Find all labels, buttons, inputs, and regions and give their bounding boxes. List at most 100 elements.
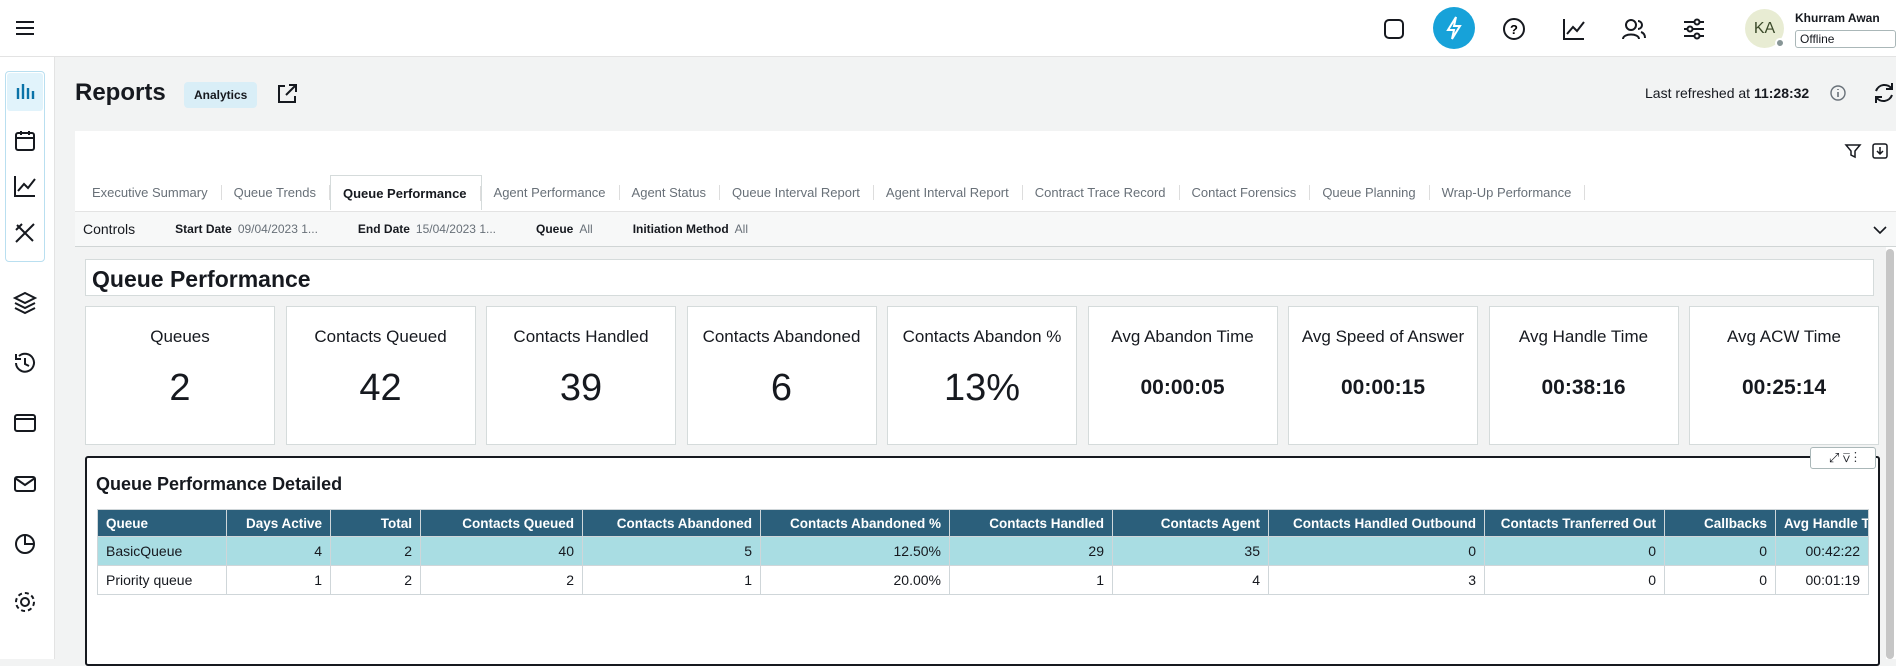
nav-history[interactable]: [12, 350, 38, 376]
tab[interactable]: Queue Planning: [1310, 175, 1429, 210]
filter[interactable]: End Date15/04/2023 1...: [358, 222, 496, 236]
kpi-value: 00:38:16: [1490, 363, 1678, 413]
table-cell: 3: [1269, 566, 1485, 595]
table-cell: Priority queue: [98, 566, 227, 595]
section-title: Queue Performance: [85, 259, 1874, 296]
filter[interactable]: Start Date 09/04/2023 1...: [175, 222, 318, 236]
info-icon[interactable]: [1829, 84, 1847, 102]
collapse-toggle[interactable]: [1872, 223, 1888, 237]
table-cell: BasicQueue: [98, 537, 227, 566]
kpi-value: 2: [86, 363, 274, 413]
tab[interactable]: Contact Forensics: [1180, 175, 1311, 210]
kpi-value: 13%: [888, 363, 1076, 413]
nav-layers[interactable]: [12, 289, 38, 315]
column-header[interactable]: Avg Handle Time: [1776, 510, 1869, 537]
tab[interactable]: Queue Trends: [222, 175, 330, 210]
user-name: Khurram Awan: [1795, 11, 1880, 25]
status-dot: [1775, 38, 1785, 48]
help-icon[interactable]: ?: [1501, 16, 1527, 42]
download-icon[interactable]: [1871, 142, 1889, 160]
column-header[interactable]: Callbacks: [1665, 510, 1776, 537]
kpi-label: Avg Abandon Time: [1089, 327, 1277, 347]
table-cell: 1: [227, 566, 331, 595]
svg-text:?: ?: [1510, 22, 1518, 37]
table-cell: 00:42:22: [1776, 537, 1869, 566]
data-table: QueueDays ActiveTotalContacts QueuedCont…: [97, 509, 1869, 595]
kpi-label: Contacts Abandoned: [688, 327, 876, 347]
tab[interactable]: Executive Summary: [80, 175, 222, 210]
tab[interactable]: Queue Interval Report: [720, 175, 874, 210]
nav-settings[interactable]: [12, 589, 38, 615]
contacts-icon[interactable]: [1621, 16, 1647, 42]
nav-reports[interactable]: [12, 79, 38, 105]
controls-bar: Controls Start Date09/04/2023 1...End Da…: [75, 211, 1896, 247]
filter-value: All: [735, 222, 748, 236]
nav-trends[interactable]: [12, 173, 38, 199]
column-header[interactable]: Contacts Handled Outbound: [1269, 510, 1485, 537]
filter[interactable]: Initiation MethodAll: [633, 222, 748, 236]
tab[interactable]: Contract Trace Record: [1023, 175, 1180, 210]
sidebar: [0, 57, 55, 659]
nav-mail[interactable]: [12, 471, 38, 497]
table-cell: 00:01:19: [1776, 566, 1869, 595]
table-cell: 1: [950, 566, 1113, 595]
kpi-value: 00:00:05: [1089, 363, 1277, 413]
refresh-button[interactable]: [1872, 80, 1896, 106]
table-cell: 0: [1665, 566, 1776, 595]
kpi-label: Contacts Abandon %: [888, 327, 1076, 347]
column-header[interactable]: Contacts Tranferred Out: [1485, 510, 1665, 537]
table-cell: 4: [227, 537, 331, 566]
table-cell: 29: [950, 537, 1113, 566]
tab[interactable]: Wrap-Up Performance: [1430, 175, 1586, 210]
menu-button[interactable]: [12, 15, 38, 41]
table-cell: 1: [583, 566, 761, 595]
scrollbar: [1886, 249, 1894, 659]
nav-window[interactable]: [12, 410, 38, 436]
panel-toolbar[interactable]: ⤢ ⊽ ⋮: [1810, 447, 1876, 469]
filter-label: Start Date: [175, 222, 232, 236]
column-header[interactable]: Contacts Agent: [1113, 510, 1269, 537]
table-title: Queue Performance Detailed: [96, 474, 342, 495]
kpi-card: Contacts Queued42: [286, 306, 476, 445]
filter-icon[interactable]: [1844, 142, 1862, 160]
column-header[interactable]: Queue: [98, 510, 227, 537]
quick-connect[interactable]: [1433, 7, 1475, 49]
notes-icon[interactable]: [1381, 16, 1407, 42]
metrics-icon[interactable]: [1561, 16, 1587, 42]
filter-label: Queue: [536, 222, 573, 236]
filter-value: All: [579, 222, 592, 236]
nav-calendar[interactable]: [12, 128, 38, 154]
nav-tools[interactable]: [12, 220, 38, 246]
table-cell: 2: [331, 566, 421, 595]
status-select[interactable]: Offline: [1795, 30, 1896, 48]
table-cell: 0: [1485, 566, 1665, 595]
column-header[interactable]: Contacts Queued: [421, 510, 583, 537]
column-header[interactable]: Contacts Abandoned %: [761, 510, 950, 537]
tab[interactable]: Agent Status: [620, 175, 720, 210]
table-cell: 5: [583, 537, 761, 566]
kpi-value: 00:00:15: [1289, 363, 1477, 413]
filters: Start Date 09/04/2023 1... End Date15/04/2…: [175, 222, 788, 236]
table-cell: 20.00%: [761, 566, 950, 595]
tab[interactable]: Agent Interval Report: [874, 175, 1023, 210]
filter[interactable]: Queue All: [536, 222, 593, 236]
open-external[interactable]: [274, 81, 300, 107]
column-header[interactable]: Total: [331, 510, 421, 537]
column-header[interactable]: Days Active: [227, 510, 331, 537]
tab[interactable]: Queue Performance: [330, 175, 482, 210]
table-cell: 0: [1665, 537, 1776, 566]
kpi-card: Contacts Handled39: [486, 306, 676, 445]
table-cell: 4: [1113, 566, 1269, 595]
kpi-label: Avg Speed of Answer: [1289, 327, 1477, 347]
nav-chart[interactable]: [12, 531, 38, 557]
kpi-value: 6: [688, 363, 876, 413]
kpi-label: Contacts Queued: [287, 327, 475, 347]
filter-value: 09/04/2023 1...: [238, 222, 318, 236]
column-header[interactable]: Contacts Abandoned: [583, 510, 761, 537]
column-header[interactable]: Contacts Handled: [950, 510, 1113, 537]
settings-sliders[interactable]: [1681, 16, 1707, 42]
filter-label: End Date: [358, 222, 410, 236]
tab[interactable]: Agent Performance: [482, 175, 620, 210]
refresh-label: Last refreshed at: [1645, 85, 1750, 101]
kpi-card: Contacts Abandon % 13%: [887, 306, 1077, 445]
